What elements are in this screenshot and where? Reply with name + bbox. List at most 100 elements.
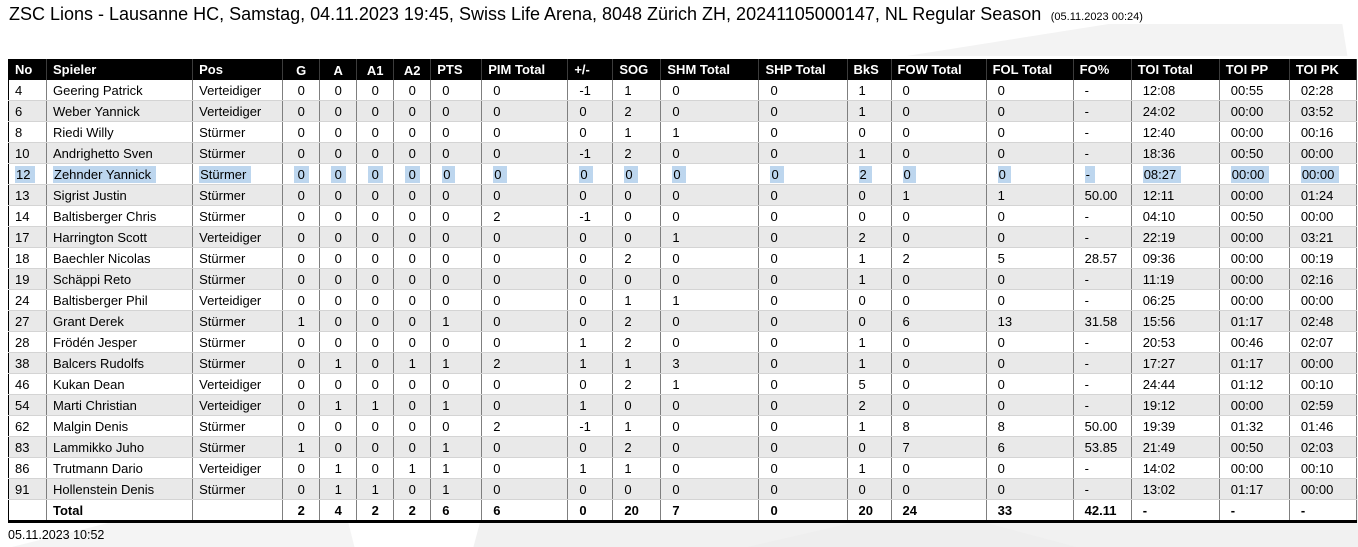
cell-a2: 0 [393, 373, 432, 395]
table-row[interactable]: 86 Trutmann Dario Verteidiger 0 1 0 1 1 0 1 1 0 0 1 0 0… [8, 457, 1358, 479]
cell-spieler: Baltisberger Chris [46, 205, 194, 227]
cell-pts: 0 [430, 247, 483, 269]
cell-fo-pct: - [1073, 352, 1132, 374]
cell-shp-total: 0 [758, 457, 848, 479]
cell-toi-pk: 02:07 [1289, 331, 1358, 353]
cell-pim-total: 0 [481, 394, 569, 416]
cell-a1: 0 [356, 80, 395, 101]
cell-no: 38 [8, 352, 48, 374]
cell-shp-total: 0 [758, 100, 848, 122]
table-row[interactable]: 28 Frödén Jesper Stürmer 0 0 0 0 0 0 1 2 0 0 1 0 0-20:5… [8, 331, 1358, 353]
cell-shp-total: 0 [758, 373, 848, 395]
selected-text: 00:00 [1230, 165, 1270, 183]
cell-no: 62 [8, 415, 48, 437]
cell-no: 10 [8, 142, 48, 164]
cell-sog: 2 [612, 373, 662, 395]
cell-shm-total: 0 [660, 457, 760, 479]
column-header-toi-total: TOI Total [1131, 59, 1220, 80]
cell-bks: 1 [847, 80, 892, 101]
cell-plus-minus: -1 [567, 80, 614, 101]
cell-g: 0 [282, 373, 321, 395]
cell-toi-total: 09:36 [1131, 247, 1220, 269]
table-row[interactable]: 83 Lammikko Juho Stürmer 1 0 0 0 1 0 0 2 0 0 0 7 6 53.85… [8, 436, 1358, 458]
cell-fow-total: 0 [891, 373, 987, 395]
table-row[interactable]: 18 Baechler Nicolas Stürmer 0 0 0 0 0 0 0 2 0 0 1 2 5 28… [8, 247, 1358, 269]
cell-toi-pk: 00:00 [1289, 478, 1358, 500]
cell-fo-pct: 31.58 [1073, 310, 1132, 332]
cell-shp-total: 0 [758, 163, 848, 185]
cell-toi-pp: 00:00 [1219, 184, 1290, 206]
cell-fol-total: 0 [986, 205, 1074, 227]
cell-toi-total: 24:44 [1131, 373, 1220, 395]
cell-a: 0 [319, 268, 358, 290]
cell-plus-minus: 1 [567, 394, 614, 416]
cell-shm-total: 3 [660, 352, 760, 374]
selected-text: 0 [442, 165, 456, 183]
cell-spieler: Sigrist Justin [46, 184, 194, 206]
cell-pts: 1 [430, 310, 483, 332]
cell-toi-pp: - [1219, 499, 1290, 522]
cell-shp-total: 0 [758, 268, 848, 290]
cell-pim-total: 0 [481, 331, 569, 353]
cell-pts: 1 [430, 478, 483, 500]
cell-a: 0 [319, 310, 358, 332]
cell-spieler: Malgin Denis [46, 415, 194, 437]
table-row[interactable]: 46 Kukan Dean Verteidiger 0 0 0 0 0 0 0 2 1 0 5 0 0-24:… [8, 373, 1358, 395]
cell-pos: Stürmer [192, 415, 284, 437]
cell-bks: 5 [847, 373, 892, 395]
cell-toi-pk: 02:48 [1289, 310, 1358, 332]
cell-bks: 0 [847, 184, 892, 206]
table-row[interactable]: 14 Baltisberger Chris Stürmer 0 0 0 0 0 2 -1 0 0 0 0 0… [8, 205, 1358, 227]
cell-spieler: Harrington Scott [46, 226, 194, 248]
cell-toi-pp: 00:55 [1219, 80, 1290, 101]
cell-plus-minus: 0 [567, 163, 614, 185]
cell-pts: 0 [430, 121, 483, 143]
cell-a2: 0 [393, 247, 432, 269]
table-total-row[interactable]: Total 2 4 2 2 6 6 0 20 7 0 20 24 33 42.11- - - [8, 499, 1358, 522]
cell-toi-total: 12:40 [1131, 121, 1220, 143]
table-row[interactable]: 6 Weber Yannick Verteidiger 0 0 0 0 0 0 0 2 0 0 1 0 0-2… [8, 100, 1358, 122]
cell-shp-total: 0 [758, 80, 848, 101]
table-row[interactable]: 54 Marti Christian Verteidiger 0 1 1 0 1 0 1 0 0 0 2 0… [8, 394, 1358, 416]
table-row[interactable]: 62 Malgin Denis Stürmer 0 0 0 0 0 2 -1 1 0 0 1 8 8 50.00… [8, 415, 1358, 437]
table-row[interactable]: 10 Andrighetto Sven Stürmer 0 0 0 0 0 0 -1 2 0 0 1 0 0-… [8, 142, 1358, 164]
cell-g: 0 [282, 415, 321, 437]
cell-pim-total: 0 [481, 436, 569, 458]
table-row[interactable]: 27 Grant Derek Stürmer 1 0 0 0 1 0 0 2 0 0 0 6 13 31.58 1… [8, 310, 1358, 332]
cell-shp-total: 0 [758, 205, 848, 227]
cell-shm-total: 0 [660, 268, 760, 290]
cell-sog: 2 [612, 331, 662, 353]
cell-fo-pct: - [1073, 457, 1132, 479]
table-row[interactable]: 24 Baltisberger Phil Verteidiger 0 0 0 0 0 0 0 1 1 0… [8, 289, 1358, 311]
cell-a2: 0 [393, 184, 432, 206]
table-row[interactable]: 19 Schäppi Reto Stürmer 0 0 0 0 0 0 0 0 0 0 1 0 0-11:19… [8, 268, 1358, 290]
cell-no: 24 [8, 289, 48, 311]
cell-toi-total: 15:56 [1131, 310, 1220, 332]
cell-g: 0 [282, 247, 321, 269]
cell-toi-pp: 01:12 [1219, 373, 1290, 395]
table-row[interactable]: 12 Zehnder Yannick Stürmer 0 0 0 0 0 0 0 0 0 0 2 0 0 - 08… [8, 163, 1358, 185]
cell-pos: Stürmer [192, 352, 284, 374]
table-row[interactable]: 13 Sigrist Justin Stürmer 0 0 0 0 0 0 0 0 0 0 0 1 1 50.0… [8, 184, 1358, 206]
cell-shp-total: 0 [758, 415, 848, 437]
cell-plus-minus: 0 [567, 226, 614, 248]
cell-no: 27 [8, 310, 48, 332]
cell-sog: 0 [612, 478, 662, 500]
cell-fow-total: 0 [891, 121, 987, 143]
table-row[interactable]: 17 Harrington Scott Verteidiger 0 0 0 0 0 0 0 0 1 0 2… [8, 226, 1358, 248]
cell-plus-minus: 1 [567, 352, 614, 374]
cell-fol-total: 33 [986, 499, 1074, 522]
cell-fow-total: 1 [891, 184, 987, 206]
table-row[interactable]: 8 Riedi Willy Stürmer 0 0 0 0 0 0 0 1 1 0 0 0 0-12:40 00… [8, 121, 1358, 143]
cell-shm-total: 0 [660, 205, 760, 227]
cell-sog: 0 [612, 268, 662, 290]
cell-pim-total: 0 [481, 457, 569, 479]
table-row[interactable]: 91 Hollenstein Denis Stürmer 0 1 1 0 1 0 0 0 0 0 0 0 0-… [8, 478, 1358, 500]
cell-fow-total: 0 [891, 142, 987, 164]
cell-toi-pp: 01:17 [1219, 478, 1290, 500]
cell-a2: 0 [393, 163, 432, 185]
table-row[interactable]: 38 Balcers Rudolfs Stürmer 0 1 0 1 1 2 1 1 3 0 1 0 0-17… [8, 352, 1358, 374]
cell-fo-pct: - [1073, 205, 1132, 227]
table-row[interactable]: 4 Geering Patrick Verteidiger 0 0 0 0 0 0 -1 1 0 0 1 0… [8, 80, 1358, 101]
column-header-no: No [8, 59, 48, 80]
